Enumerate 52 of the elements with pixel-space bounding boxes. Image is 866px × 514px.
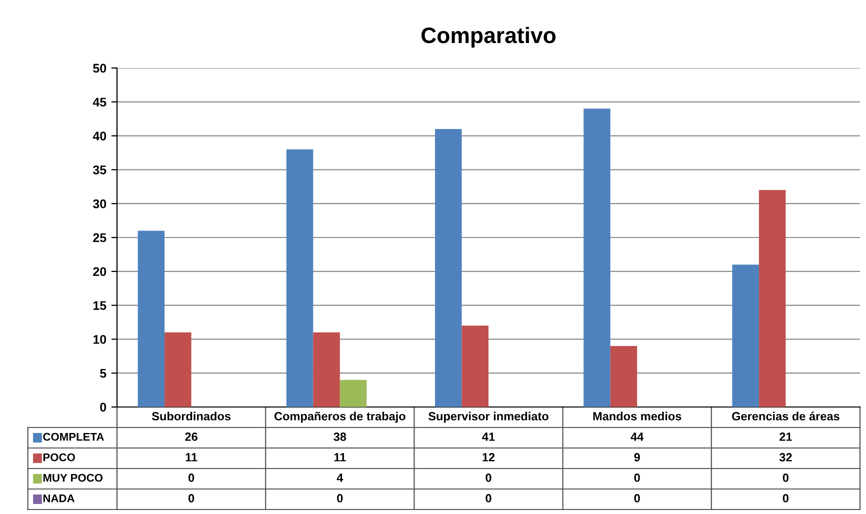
bar [435,129,462,407]
y-tick-label: 5 [100,369,106,378]
data-label: 0 [486,494,492,502]
data-label: 11 [186,453,198,462]
legend-label: POCO [43,453,75,462]
y-tick-label: 30 [92,199,106,208]
bar [758,190,786,407]
data-label: 21 [780,432,792,441]
y-tick-label: 15 [93,301,106,310]
data-label: 9 [634,453,640,462]
x-tick-label: Subordinados [152,412,230,420]
legend-label: NADA [43,494,75,502]
data-label: 0 [782,494,788,502]
bar [138,230,165,407]
y-tick-label: 0 [100,402,106,412]
y-tick-label: 25 [93,233,106,242]
data-label: 0 [188,474,194,482]
y-tick-label: 50 [93,64,106,73]
data-label: 38 [334,432,346,441]
y-tick-label: 45 [92,98,106,107]
bar [732,264,759,407]
bar [286,149,314,407]
bar [164,332,192,407]
legend-label: COMPLETA [43,432,104,441]
x-tick-label: Compañeros de trabajo [274,412,406,423]
data-label: 12 [482,453,495,462]
bar [610,346,638,407]
data-label: 0 [337,494,343,502]
x-tick-label: Supervisor inmediato [428,412,548,423]
data-label: 44 [630,432,644,441]
data-label: 11 [334,453,346,462]
bar [340,380,367,407]
data-label: 26 [185,432,198,441]
bar [313,332,340,407]
y-tick-label: 35 [92,166,106,174]
data-label: 0 [634,494,640,502]
data-label: 4 [336,474,344,482]
legend-label: MUY POCO [43,474,103,482]
data-label: 0 [486,474,492,482]
bar [584,108,610,407]
chart-title: Comparativo [422,26,556,48]
x-tick-label: Gerencias de áreas [732,412,840,420]
y-tick-label: 10 [93,335,106,344]
data-label: 32 [779,453,792,462]
x-tick-label: Mandos medios [593,412,682,420]
data-label: 0 [782,474,788,482]
data-label: 0 [634,474,640,482]
data-label: 0 [188,494,194,502]
y-tick-label: 40 [92,132,106,140]
data-label: 41 [482,432,495,441]
y-tick-label: 20 [93,267,106,276]
bar [462,326,488,407]
